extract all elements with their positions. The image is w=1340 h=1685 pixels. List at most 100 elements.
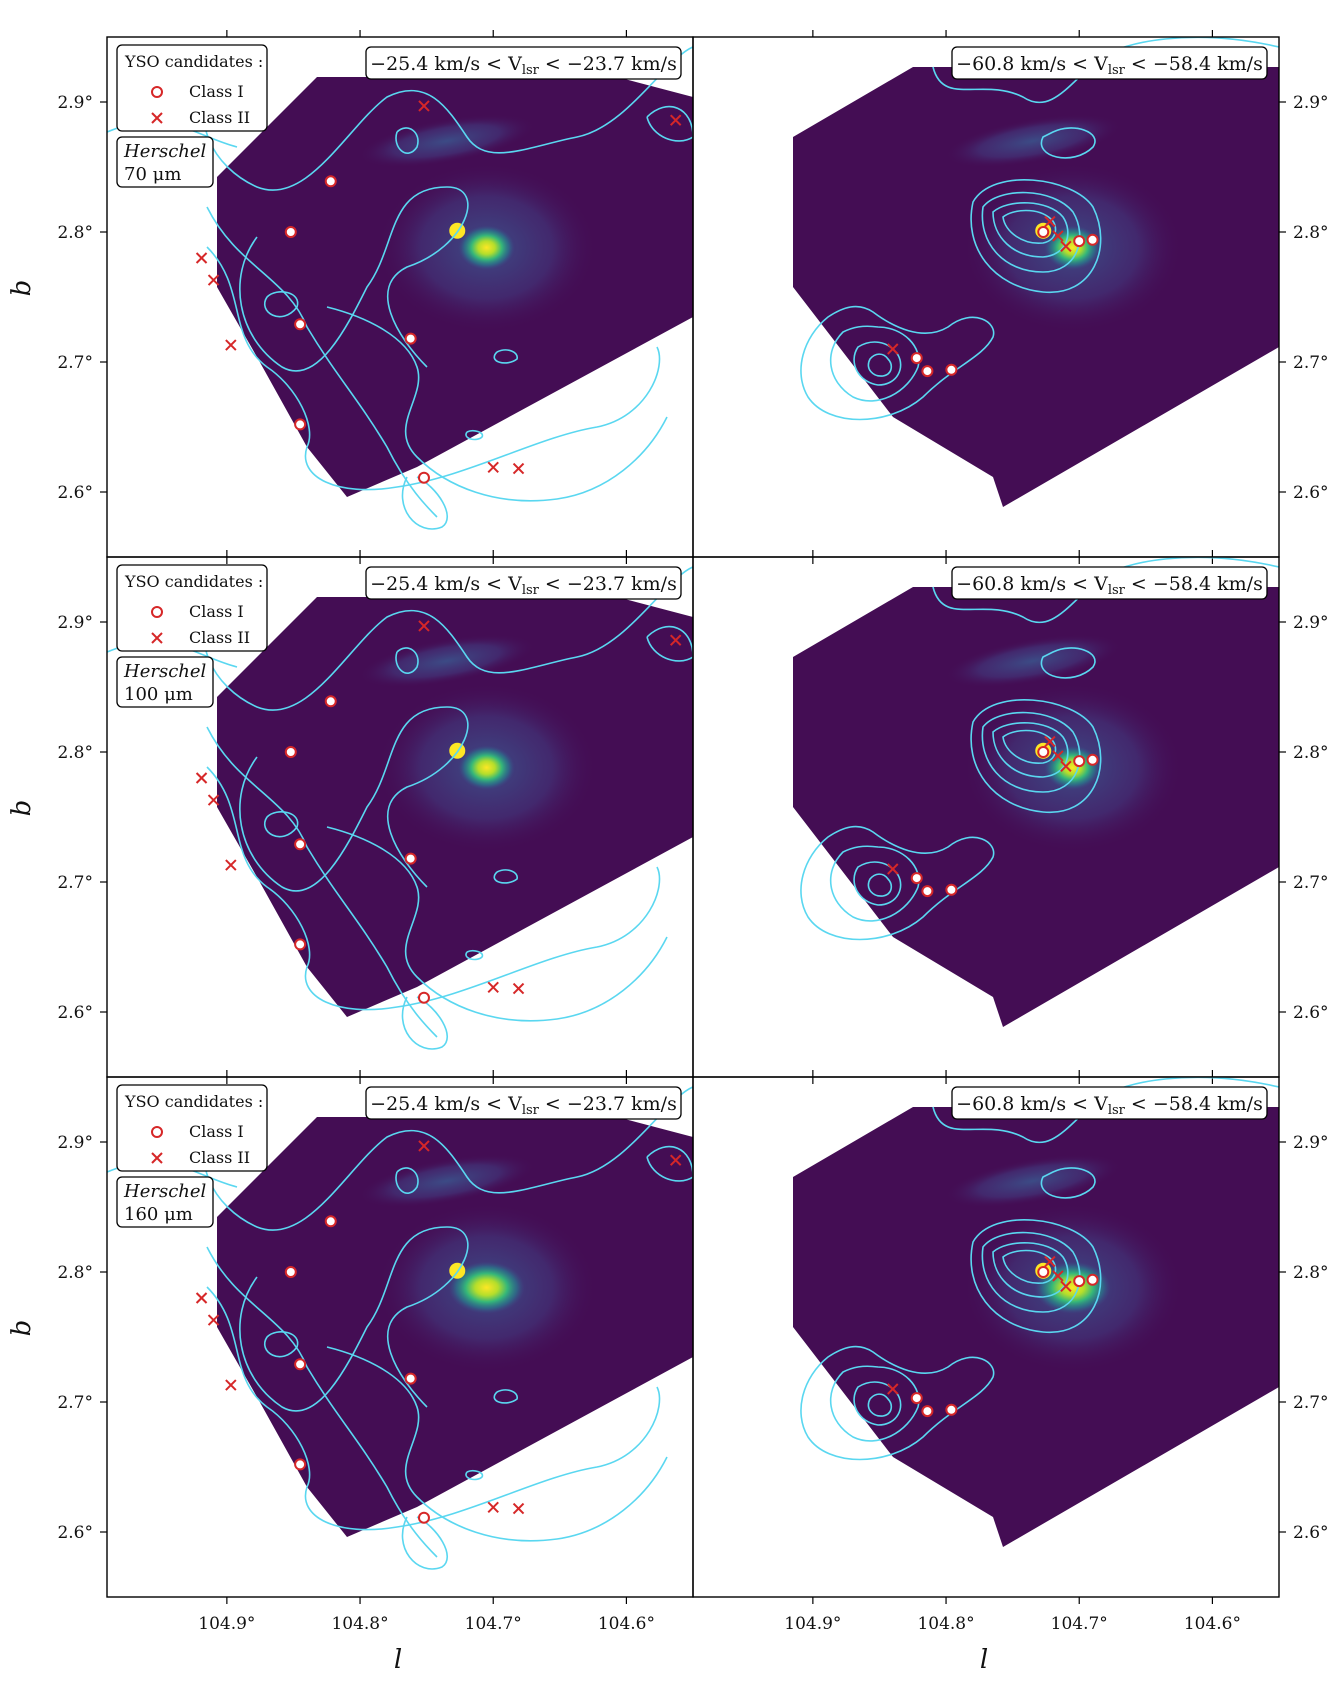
velocity-range-label: −60.8 km/s < Vlsr < −58.4 km/s — [956, 573, 1263, 598]
class2-marker — [669, 1154, 682, 1166]
contour-line — [829, 1365, 920, 1442]
class1-marker — [1086, 1273, 1099, 1286]
contour-line — [800, 305, 995, 421]
contour-line — [395, 127, 419, 154]
legend-class2-label: Class II — [189, 108, 250, 127]
contour-line — [981, 191, 1081, 273]
x-axis-label: l — [394, 1645, 402, 1675]
class1-marker — [945, 883, 958, 896]
legend: YSO candidates : Class I Class II — [116, 564, 268, 652]
class2-marker — [225, 859, 237, 871]
legend-box — [116, 44, 268, 132]
class1-marker — [324, 1215, 337, 1228]
class2-marker — [225, 339, 237, 351]
class2-marker — [418, 1140, 430, 1152]
panel-image-area — [107, 46, 693, 530]
y-tick-label: 2.8° — [1293, 743, 1329, 763]
legend-class1-icon — [151, 86, 163, 98]
contour-line — [867, 353, 893, 377]
y-tick-label: 2.6° — [1293, 1523, 1329, 1543]
y-tick-label: 2.7° — [1293, 873, 1329, 893]
class1-marker — [284, 746, 297, 758]
class1-marker — [284, 1266, 297, 1278]
class1-marker — [1073, 235, 1086, 248]
contour-line — [853, 861, 902, 906]
velocity-range-box — [951, 566, 1268, 600]
contour-line — [401, 996, 448, 1050]
class1-marker — [294, 1458, 307, 1471]
class2-marker — [207, 794, 220, 806]
y-tick-label: 2.6° — [1293, 483, 1329, 503]
class2-marker — [1052, 1270, 1064, 1282]
contour-line — [401, 476, 448, 530]
contour-line — [970, 699, 1102, 814]
class2-marker — [1052, 750, 1064, 762]
class1-marker — [284, 226, 297, 238]
survey-label-box — [116, 136, 214, 188]
contour-line — [264, 291, 299, 318]
panel-group: 2.6° 2.7° 2.8° 2.9° −25.4 km/s < Vlsr < −23.… — [57, 30, 1329, 1634]
y-tick-label: 2.8° — [1293, 223, 1329, 243]
class1-marker — [921, 1405, 934, 1418]
class2-marker — [1052, 230, 1064, 242]
class1-marker — [294, 418, 307, 431]
class1-marker — [921, 885, 934, 898]
y-tick-label: 2.6° — [57, 483, 93, 503]
class1-marker — [945, 363, 958, 376]
contour-line — [853, 341, 902, 386]
velocity-range-box — [365, 46, 682, 80]
class2-marker — [418, 100, 430, 112]
class2-marker — [487, 461, 499, 474]
panel-3-right: 2.6° 2.7° 2.8° 2.9° 104.9° 104.8° 104.7° 104.6°… — [692, 1070, 1329, 1634]
velocity-range-label: −25.4 km/s < Vlsr < −23.7 km/s — [370, 573, 677, 598]
class1-marker — [910, 1392, 923, 1405]
x-tick-label: 104.6° — [598, 1614, 655, 1634]
class1-marker — [1073, 1275, 1086, 1288]
legend-class2-label: Class II — [189, 628, 250, 647]
contour-line — [264, 811, 299, 838]
contour-line — [932, 37, 1279, 104]
survey-wavelength: 100 μm — [124, 684, 193, 705]
contour-line — [1040, 127, 1096, 159]
class1-marker — [921, 365, 934, 378]
x-tick-label: 104.8° — [917, 1614, 974, 1634]
y-tick-label: 2.9° — [1293, 1133, 1329, 1153]
contour-line — [203, 1086, 693, 1231]
contour-line — [992, 1242, 1069, 1298]
class2-marker — [195, 252, 208, 264]
y-tick-label: 2.6° — [57, 1523, 93, 1543]
y-axis-label-row1: b — [7, 280, 37, 297]
class1-marker — [294, 318, 307, 331]
x-tick-label: 104.9° — [198, 1614, 255, 1634]
contour-line — [203, 46, 693, 191]
survey-label-box — [116, 1176, 214, 1228]
class1-marker — [1037, 746, 1050, 758]
y-tick-label: 2.8° — [57, 743, 93, 763]
contour-line — [206, 246, 661, 491]
class1-marker — [324, 175, 337, 188]
contour-line — [1040, 647, 1096, 679]
contour-line — [239, 186, 469, 372]
contour-line — [395, 647, 419, 674]
class2-marker — [669, 634, 682, 646]
hot-core-emission — [458, 225, 515, 270]
survey-name: Herschel — [123, 141, 207, 162]
contour-line — [465, 430, 484, 441]
survey-wavelength: 70 μm — [124, 164, 181, 185]
class2-marker — [1060, 760, 1072, 773]
contour-line — [203, 566, 693, 711]
class1-marker — [1037, 226, 1050, 238]
class1-marker — [945, 1403, 958, 1416]
legend-class1-label: Class I — [189, 602, 244, 621]
class2-marker — [195, 772, 208, 784]
class1-marker — [1037, 1266, 1050, 1278]
contour-line — [1040, 1167, 1096, 1199]
contour-line — [465, 950, 484, 961]
panel-image-area — [793, 557, 1279, 1027]
y-tick-label: 2.7° — [1293, 353, 1329, 373]
contour-line — [493, 349, 518, 364]
class2-marker — [418, 620, 430, 632]
y-tick-label: 2.8° — [57, 1263, 93, 1283]
x-tick-label: 104.7° — [1051, 1614, 1108, 1634]
panel-image-area — [107, 1086, 693, 1570]
